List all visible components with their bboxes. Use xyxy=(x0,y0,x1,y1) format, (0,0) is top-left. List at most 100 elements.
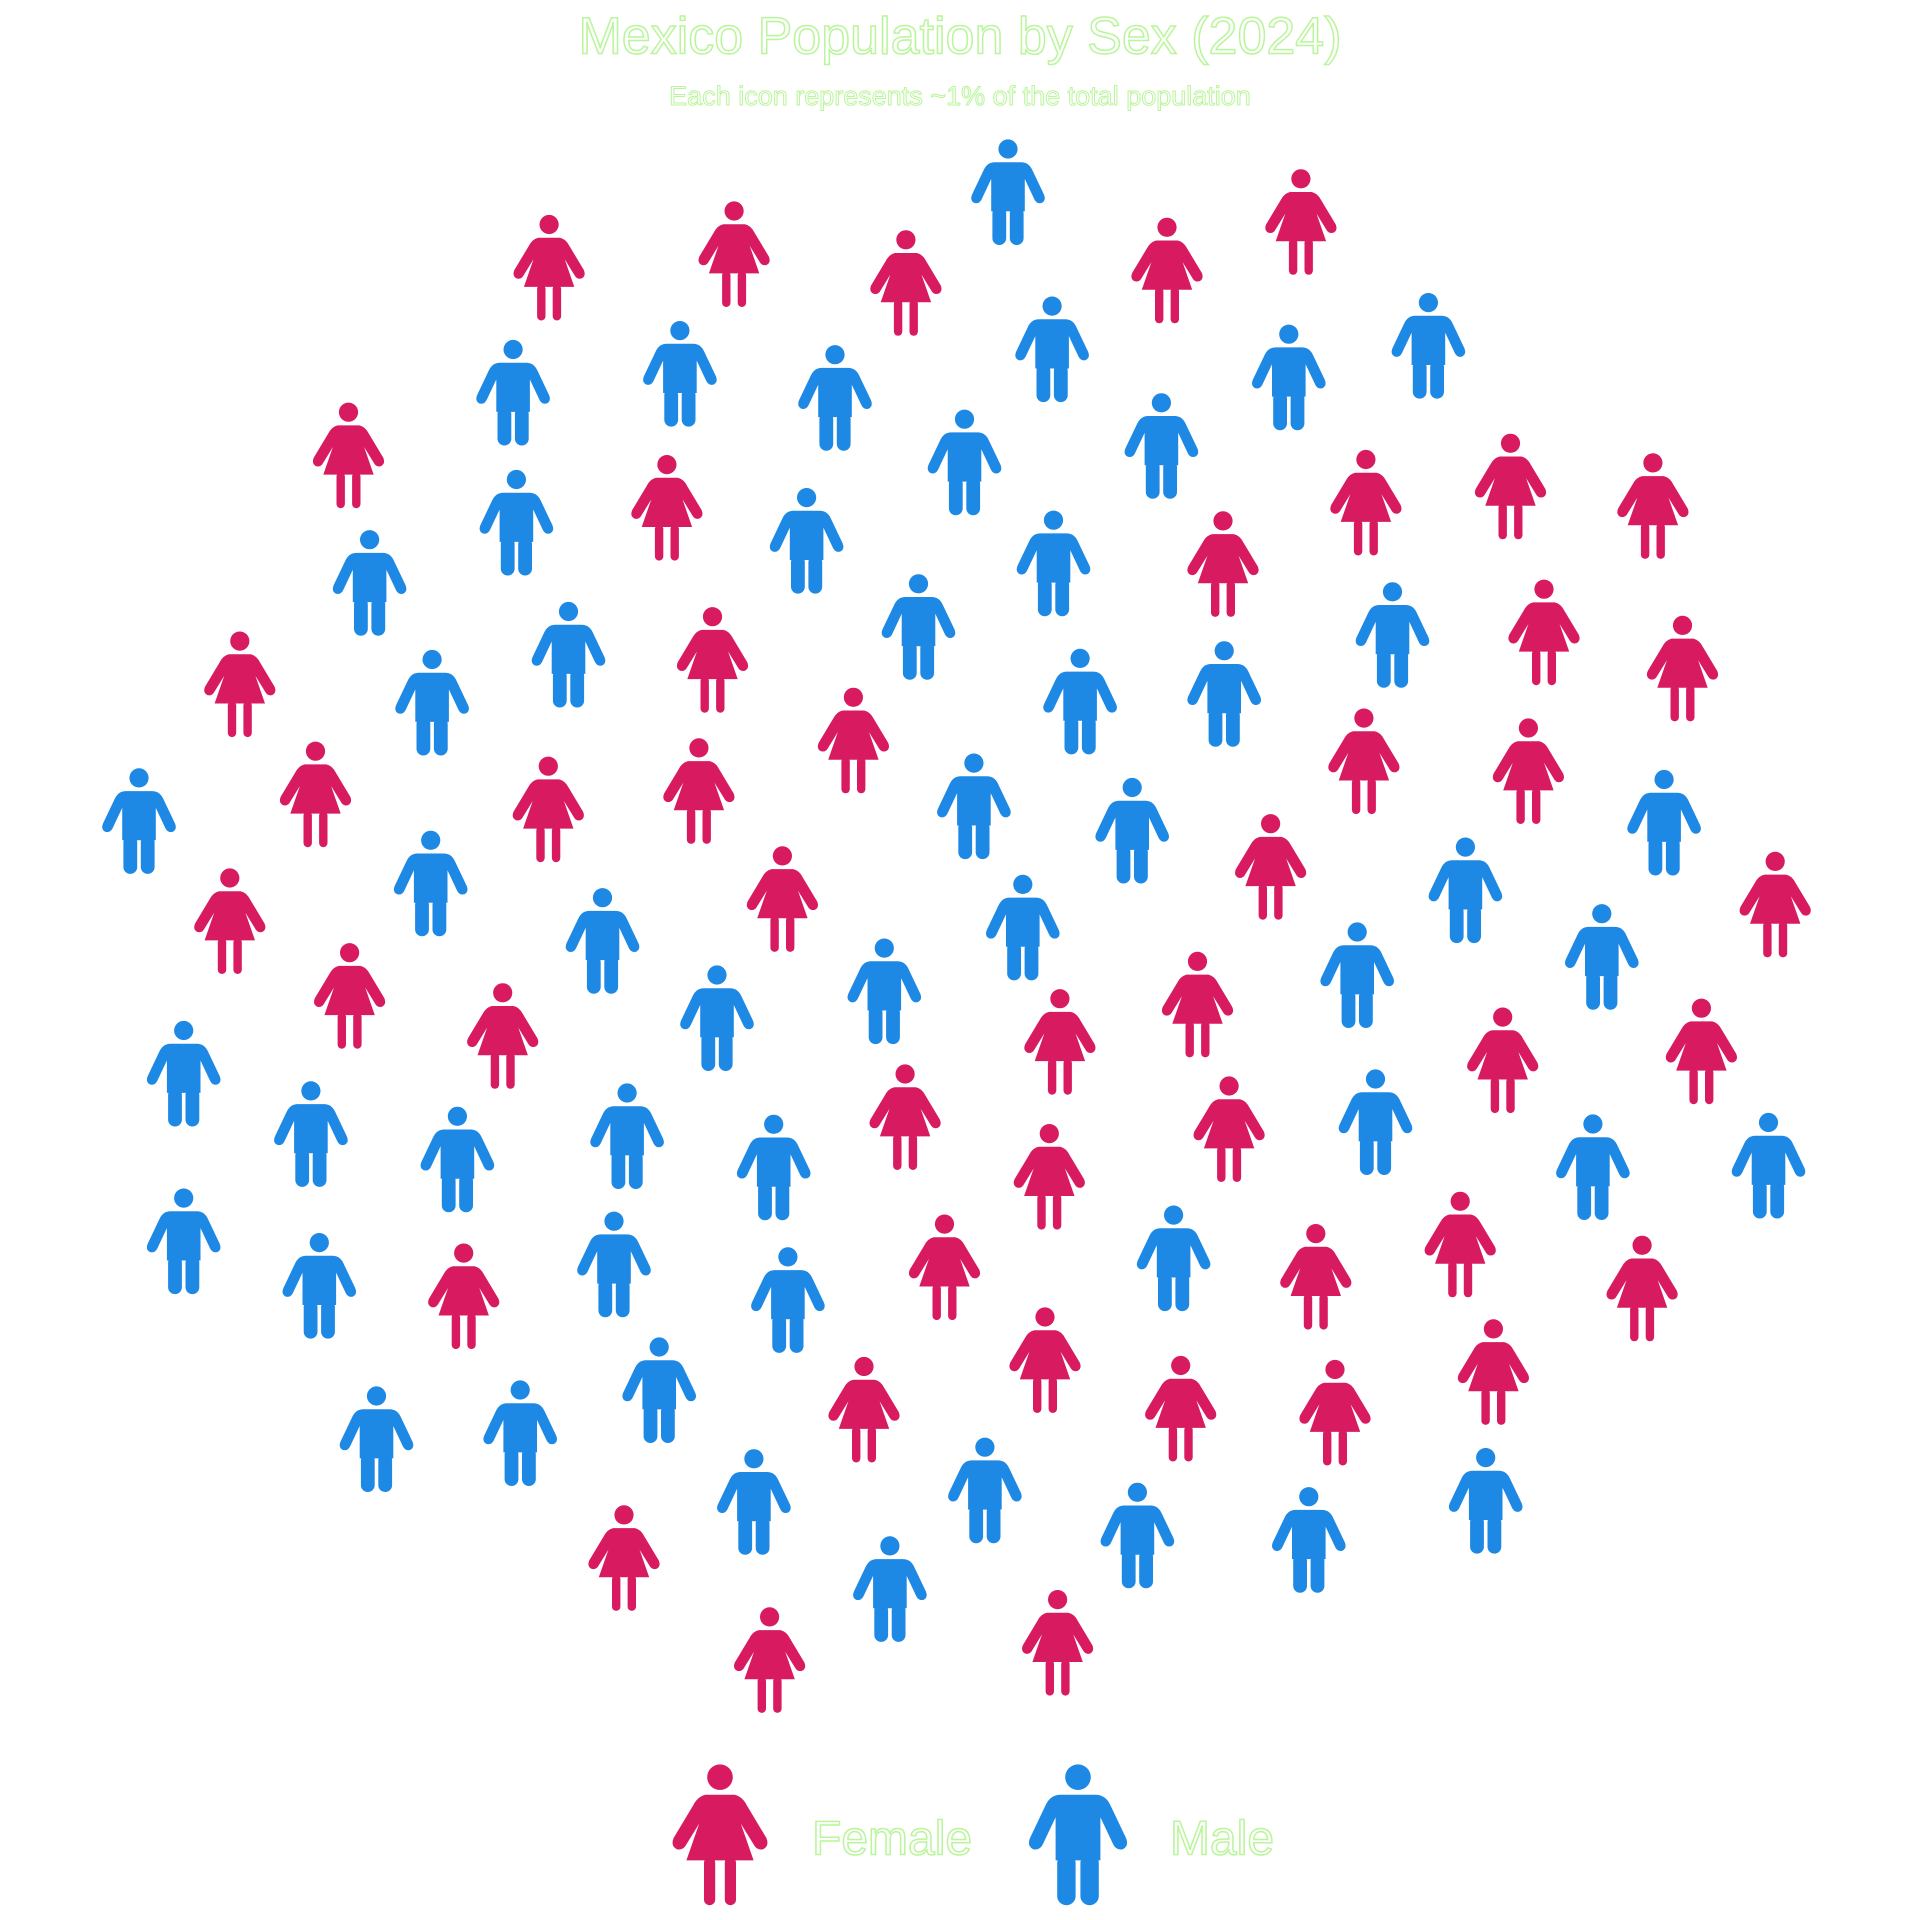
person-icon xyxy=(734,1607,806,1713)
person-icon xyxy=(479,469,554,576)
person-icon xyxy=(881,574,956,680)
person-icon xyxy=(680,965,754,1071)
person-icon xyxy=(279,741,352,848)
person-icon xyxy=(948,1437,1022,1544)
person-icon xyxy=(986,874,1060,981)
person-icon xyxy=(1299,1359,1371,1466)
person-icon xyxy=(1161,951,1234,1058)
person-icon xyxy=(1424,1191,1496,1298)
person-icon xyxy=(1015,296,1089,403)
person-icon xyxy=(1131,217,1203,324)
person-icon xyxy=(828,1356,900,1463)
person-icon xyxy=(908,1214,981,1321)
person-icon xyxy=(1124,393,1199,499)
legend-icon xyxy=(1028,1764,1128,1906)
person-icon xyxy=(332,530,407,636)
person-icon xyxy=(194,868,266,974)
person-icon xyxy=(1024,989,1096,1095)
person-icon xyxy=(847,938,922,1045)
person-icon xyxy=(590,1083,664,1189)
person-icon xyxy=(393,830,468,937)
person-icon xyxy=(1391,293,1466,399)
person-icon xyxy=(1136,1205,1211,1312)
person-icon xyxy=(643,321,717,427)
person-icon xyxy=(1193,1076,1265,1182)
person-icon xyxy=(1328,708,1400,815)
person-icon xyxy=(565,888,640,994)
person-icon xyxy=(1013,1124,1085,1230)
person-icon xyxy=(483,1380,557,1486)
person-icon xyxy=(1492,718,1564,824)
person-icon xyxy=(853,1536,927,1642)
legend-label: Male xyxy=(1170,1813,1274,1866)
person-icon xyxy=(1428,837,1503,944)
person-icon xyxy=(102,768,176,874)
person-icon xyxy=(1731,1112,1806,1219)
person-icon xyxy=(717,1449,791,1555)
person-icon xyxy=(1320,922,1394,1028)
person-icon xyxy=(746,846,818,952)
person-icon xyxy=(1280,1224,1352,1330)
person-icon xyxy=(1187,511,1259,617)
person-icon xyxy=(146,1188,221,1295)
chart-title: Mexico Population by Sex (2024) xyxy=(578,8,1341,66)
person-icon xyxy=(1252,324,1326,431)
person-icon xyxy=(513,214,585,321)
person-icon xyxy=(1022,1590,1094,1696)
person-icon xyxy=(420,1106,495,1213)
person-icon xyxy=(1457,1319,1529,1425)
person-icon xyxy=(698,201,770,307)
person-icon xyxy=(314,943,386,1049)
person-icon xyxy=(512,756,584,863)
person-icon xyxy=(146,1020,221,1127)
person-icon xyxy=(1100,1482,1175,1589)
person-icon xyxy=(395,649,469,756)
person-icon xyxy=(1187,641,1261,747)
person-icon xyxy=(1448,1448,1523,1554)
person-icon xyxy=(312,402,385,509)
legend-label: Female xyxy=(812,1813,972,1866)
person-icon xyxy=(1606,1235,1678,1342)
person-icon xyxy=(1009,1307,1081,1413)
person-icon xyxy=(769,488,844,594)
person-icon xyxy=(1016,510,1091,617)
person-icon xyxy=(204,631,276,738)
person-icon xyxy=(631,455,703,561)
person-icon xyxy=(282,1233,357,1339)
person-icon xyxy=(927,409,1002,516)
person-icon xyxy=(1145,1355,1217,1462)
legend-icon xyxy=(672,1764,768,1906)
person-icon xyxy=(476,339,550,446)
person-icon xyxy=(531,601,606,708)
person-icon xyxy=(1565,904,1639,1010)
person-icon xyxy=(1665,998,1737,1105)
person-icon xyxy=(736,1114,811,1221)
chart-subtitle: Each icon represents ~1% of the total po… xyxy=(669,81,1251,111)
person-icon xyxy=(1355,582,1430,688)
person-icon xyxy=(1627,769,1701,876)
person-icon xyxy=(1556,1114,1630,1220)
person-icon xyxy=(1739,851,1811,958)
person-icon xyxy=(1474,433,1547,540)
person-icon xyxy=(588,1505,660,1611)
person-icon xyxy=(1272,1487,1346,1593)
person-icon xyxy=(1235,814,1307,920)
person-icon xyxy=(870,230,942,336)
person-icon xyxy=(274,1081,348,1187)
person-icon xyxy=(1338,1069,1413,1175)
person-icon xyxy=(1330,449,1402,556)
person-icon xyxy=(971,139,1045,246)
person-icon xyxy=(676,607,749,713)
person-icon xyxy=(622,1337,696,1443)
person-icon xyxy=(1467,1007,1539,1114)
person-icon xyxy=(577,1211,651,1318)
person-icon xyxy=(751,1247,825,1353)
person-icon xyxy=(1617,453,1689,559)
person-icon xyxy=(869,1064,941,1170)
person-icon xyxy=(339,1386,414,1492)
person-icon xyxy=(1095,777,1169,884)
person-icon xyxy=(1508,579,1580,686)
person-icon xyxy=(428,1243,500,1350)
person-icon xyxy=(1265,169,1337,275)
